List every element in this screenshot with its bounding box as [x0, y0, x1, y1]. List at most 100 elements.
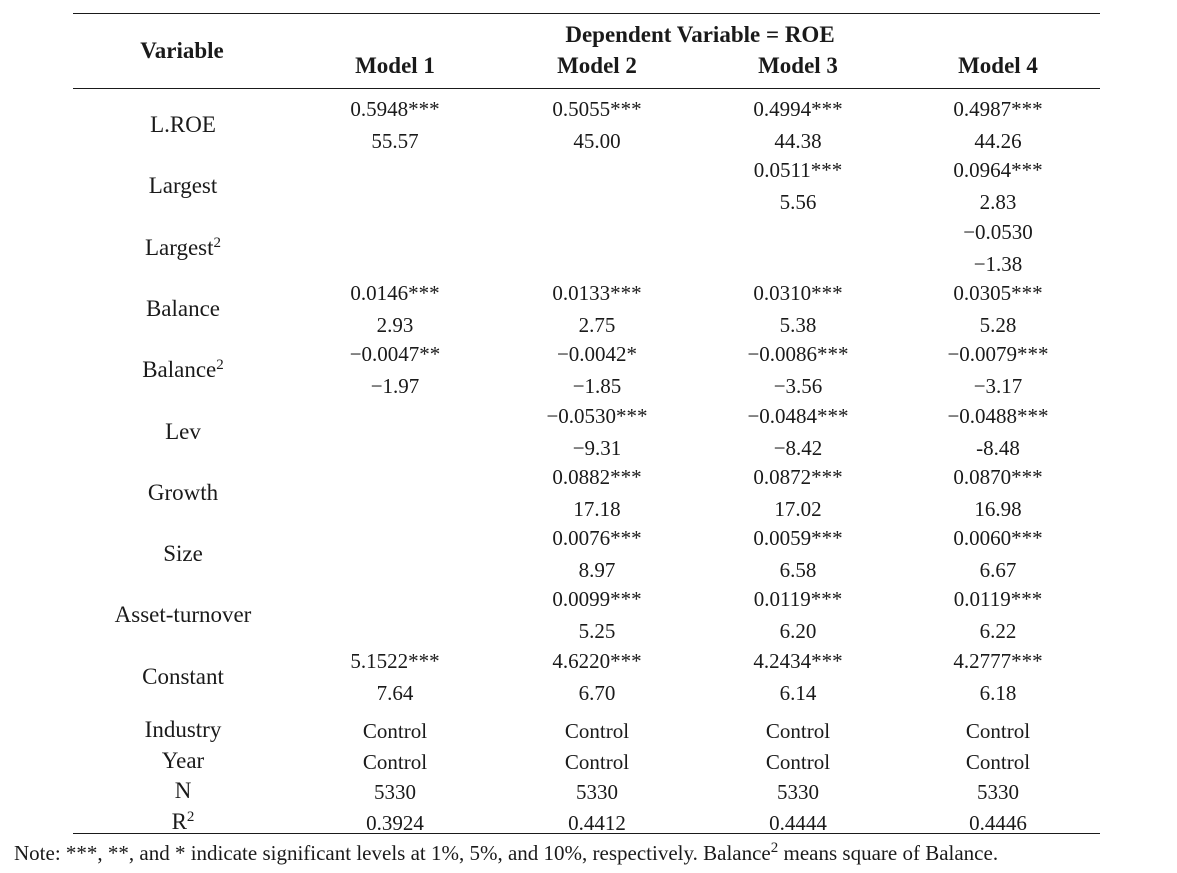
row-label: R2 — [63, 809, 303, 835]
model-header-1: Model 1 — [355, 53, 435, 78]
coefficient-value: 4.2777*** — [953, 648, 1043, 673]
coefficient-value: 4.6220*** — [552, 648, 642, 673]
t-statistic-value: 5.28 — [979, 312, 1017, 337]
coefficient-value: −0.0530*** — [546, 403, 648, 428]
table-cell: 5330 — [977, 780, 1019, 805]
coefficient-value: 0.0870*** — [953, 464, 1043, 489]
coefficient-value: −0.0047** — [349, 342, 441, 367]
t-statistic-value: −1.38 — [973, 251, 1023, 276]
bottom-rule — [73, 833, 1100, 834]
note-text: Note: ***, **, and * indicate significan… — [14, 841, 771, 865]
t-statistic-value: 6.20 — [779, 619, 817, 644]
top-rule — [73, 13, 1100, 14]
t-statistic-value: −9.31 — [572, 435, 622, 460]
t-statistic-value: 6.18 — [979, 680, 1017, 705]
row-label: Constant — [63, 664, 303, 690]
table-cell: 0.4444 — [769, 810, 827, 835]
table-cell: 0.3924 — [366, 810, 424, 835]
variable-column-header: Variable — [140, 38, 224, 63]
t-statistic-value: 44.38 — [774, 129, 822, 153]
coefficient-value: 4.2434*** — [753, 648, 843, 673]
coefficient-value: 0.5948*** — [350, 97, 440, 121]
t-statistic-value: 7.64 — [376, 680, 414, 705]
t-statistic-value: -8.48 — [976, 435, 1020, 460]
row-label-text: Largest — [148, 173, 218, 199]
table-cell: 0.4412 — [568, 810, 626, 835]
table-cell: Control — [765, 719, 831, 743]
t-statistic-value: 5.25 — [578, 619, 616, 644]
model-header-2: Model 2 — [557, 53, 637, 78]
t-statistic-value: 16.98 — [974, 496, 1022, 521]
t-statistic-value: 2.75 — [578, 312, 616, 337]
coefficient-value: 0.0511*** — [753, 158, 843, 183]
model-header-4: Model 4 — [958, 53, 1038, 78]
table-cell: 5330 — [576, 780, 618, 805]
row-label: Lev — [63, 419, 303, 445]
t-statistic-value: 55.57 — [371, 129, 419, 153]
table-cell: Control — [965, 749, 1031, 774]
coefficient-value: 0.0060*** — [953, 526, 1043, 551]
coefficient-value: 0.0872*** — [753, 464, 843, 489]
t-statistic-value: 2.93 — [376, 312, 414, 337]
row-label-text: Industry — [144, 717, 222, 742]
t-statistic-value: 5.56 — [779, 190, 817, 215]
table-cell: Control — [362, 749, 428, 774]
row-label-text: Growth — [147, 479, 219, 505]
t-statistic-value: 17.18 — [573, 496, 621, 521]
row-label-text: N — [174, 778, 192, 804]
t-statistic-value: 6.67 — [979, 558, 1017, 583]
coefficient-value: −0.0042* — [556, 342, 638, 367]
coefficient-value: 5.1522*** — [350, 648, 440, 673]
row-label: Year — [63, 748, 303, 774]
row-label: Industry — [63, 717, 303, 743]
coefficient-value: 0.5055*** — [552, 97, 642, 121]
coefficient-value: −0.0079*** — [947, 342, 1049, 367]
row-label-text: Balance — [142, 357, 217, 383]
coefficient-value: −0.0488*** — [947, 403, 1049, 428]
coefficient-value: 0.0882*** — [552, 464, 642, 489]
t-statistic-value: 5.38 — [779, 312, 817, 337]
row-label-text: Year — [161, 747, 205, 773]
coefficient-value: −0.0086*** — [747, 342, 849, 367]
row-label: Balance — [63, 296, 303, 322]
coefficient-value: 0.4987*** — [953, 97, 1043, 121]
row-label-text: R — [171, 808, 187, 834]
t-statistic-value: −1.97 — [370, 374, 420, 399]
row-label-text: Size — [163, 541, 203, 567]
row-label: Size — [63, 541, 303, 567]
table-cell: Control — [765, 749, 831, 774]
table-cell: 5330 — [777, 780, 819, 805]
table-cell: Control — [362, 719, 428, 743]
coefficient-value: 0.4994*** — [753, 97, 843, 121]
coefficient-value: −0.0484*** — [747, 403, 849, 428]
coefficient-value: 0.0964*** — [953, 158, 1043, 183]
row-label: Balance2 — [63, 357, 303, 383]
row-label-superscript: 2 — [186, 808, 195, 825]
row-label: Asset-turnover — [63, 602, 303, 628]
table-cell: 0.4446 — [969, 810, 1027, 835]
coefficient-value: 0.0305*** — [953, 280, 1043, 305]
table-cell: 5330 — [374, 780, 416, 805]
t-statistic-value: 2.83 — [979, 190, 1017, 215]
coefficient-value: 0.0076*** — [552, 526, 642, 551]
table-cell: Control — [965, 719, 1031, 743]
t-statistic-value: 6.14 — [779, 680, 817, 705]
t-statistic-value: 8.97 — [578, 558, 616, 583]
header-rule — [73, 88, 1100, 89]
coefficient-value: 0.0310*** — [753, 280, 843, 305]
table-note: Note: ***, **, and * indicate significan… — [14, 840, 998, 866]
row-label-text: Constant — [142, 663, 224, 689]
table-cell: Control — [564, 749, 630, 774]
row-label-superscript: 2 — [216, 357, 224, 374]
t-statistic-value: 45.00 — [573, 129, 621, 153]
row-label: N — [63, 778, 303, 804]
row-label-superscript: 2 — [213, 234, 222, 251]
t-statistic-value: 6.22 — [979, 619, 1017, 644]
row-label-text: Asset-turnover — [114, 602, 252, 628]
model-header-3: Model 3 — [758, 53, 838, 78]
t-statistic-value: −3.17 — [973, 374, 1023, 399]
coefficient-value: 0.0119*** — [753, 587, 843, 612]
table-cell: Control — [564, 719, 630, 743]
coefficient-value: 0.0119*** — [953, 587, 1043, 612]
note-superscript: 2 — [770, 840, 779, 856]
